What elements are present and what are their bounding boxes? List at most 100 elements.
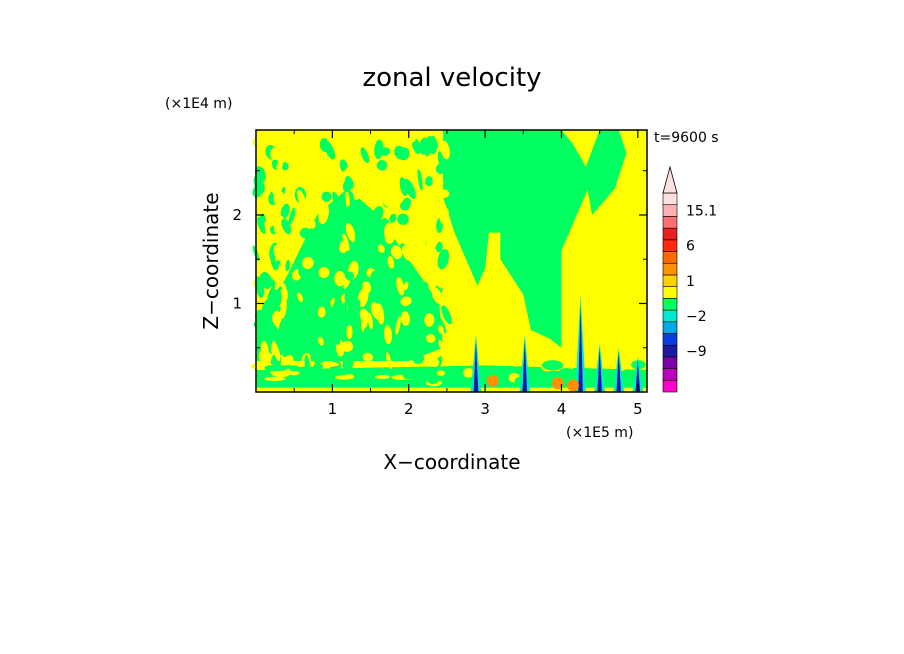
contour-cell [412, 352, 424, 365]
contour-cell [270, 279, 276, 290]
x-tick-label: 4 [557, 400, 567, 418]
contour-cell [288, 207, 296, 225]
contour-cell [342, 179, 352, 193]
time-label: t=9600 s [654, 130, 719, 146]
contour-cell [274, 178, 285, 196]
warm-blob [486, 374, 499, 387]
x-tick-label: 3 [480, 400, 490, 418]
contour-cell [399, 177, 408, 196]
contour-cell [358, 243, 368, 264]
x-unit-label: (×1E5 m) [566, 425, 633, 441]
contour-cell [382, 191, 390, 207]
contour-cell [411, 216, 417, 229]
spike-inner [578, 304, 583, 392]
contour-cell [312, 248, 318, 265]
colorbar: 15.1 6 1 −2 −9 [662, 165, 717, 393]
contour-cell [257, 216, 266, 234]
contour-cell [264, 376, 286, 382]
contour-cell [338, 255, 347, 274]
warm-blob [551, 377, 564, 390]
contour-cell [345, 222, 356, 242]
contour-cell [601, 359, 622, 365]
colorbar-swatch [662, 344, 678, 358]
contour-cell [273, 323, 281, 335]
colorbar-tick-label: −2 [686, 309, 707, 325]
contour-cell [362, 178, 375, 200]
contour-cell [374, 374, 390, 379]
contour-cell [299, 227, 312, 239]
contour-cell [435, 241, 443, 253]
x-tick-label: 2 [404, 400, 414, 418]
contour-cell [322, 164, 330, 185]
contour-cell [319, 153, 327, 173]
plot-frame [255, 129, 648, 393]
chart-title: zonal velocity [362, 63, 541, 93]
contour-cell [265, 310, 274, 319]
y-axis-title: Z−coordinate [199, 192, 223, 329]
contour-cell [321, 191, 332, 202]
contour-cell [396, 276, 405, 296]
contour-cell [424, 295, 431, 314]
contour-cell [353, 299, 361, 310]
x-tick-label: 1 [328, 400, 338, 418]
colorbar-swatch [662, 321, 678, 334]
contour-cell [400, 311, 411, 326]
colorbar-swatch [662, 309, 678, 323]
contour-cell [438, 325, 444, 334]
contour-cell [279, 299, 287, 320]
colorbar-swatch [662, 379, 678, 393]
colorbar-swatch [662, 298, 678, 311]
contour-streaks [250, 133, 646, 387]
contour-cell [287, 163, 296, 174]
contour-cell [307, 312, 318, 325]
contour-cell [324, 298, 332, 315]
contour-cell [285, 259, 291, 272]
contour-cell [403, 281, 409, 290]
contour-cell [351, 150, 357, 165]
contour-cell [431, 270, 436, 284]
contour-cell [317, 306, 326, 318]
contour-cell [379, 178, 386, 189]
contour-cell [362, 352, 374, 362]
contour-cell [389, 213, 397, 223]
contour-cell [362, 281, 372, 294]
contour-cell [437, 248, 450, 270]
contour-cell [334, 375, 355, 380]
contour-cell [346, 324, 353, 340]
contour-cell [332, 191, 339, 205]
contour-cell [259, 213, 266, 224]
spike-inner [597, 348, 602, 392]
contour-cell [430, 135, 439, 149]
contour-cell [402, 371, 416, 380]
contour-cell [345, 190, 350, 210]
contour-cell [402, 245, 412, 261]
contour-cell [417, 154, 427, 170]
contour-cell [441, 305, 452, 325]
colorbar-swatch [662, 286, 678, 299]
contour-cell [319, 361, 340, 367]
contour-cell [296, 366, 319, 374]
contour-cell [426, 207, 439, 223]
colorbar-swatch [662, 333, 678, 346]
colorbar-swatch [662, 262, 678, 276]
contour-cell [274, 148, 285, 161]
colorbar-extend-arrow [662, 165, 678, 194]
contour-cell [323, 140, 336, 160]
spike-inner [635, 360, 641, 392]
colorbar-swatch [662, 192, 678, 206]
spike-inner [473, 340, 479, 392]
contour-cell [446, 358, 458, 366]
contour-cell [318, 267, 330, 279]
contour-cell [408, 133, 417, 144]
colorbar-swatch [662, 368, 678, 381]
contour-cell [360, 212, 373, 223]
contour-cell [399, 341, 410, 361]
contour-cell [437, 273, 449, 289]
contour-cell [273, 220, 284, 242]
contour-cell [431, 287, 443, 304]
contour-cell [318, 336, 324, 346]
contour-cell [424, 313, 435, 327]
contour-cell [417, 169, 423, 191]
